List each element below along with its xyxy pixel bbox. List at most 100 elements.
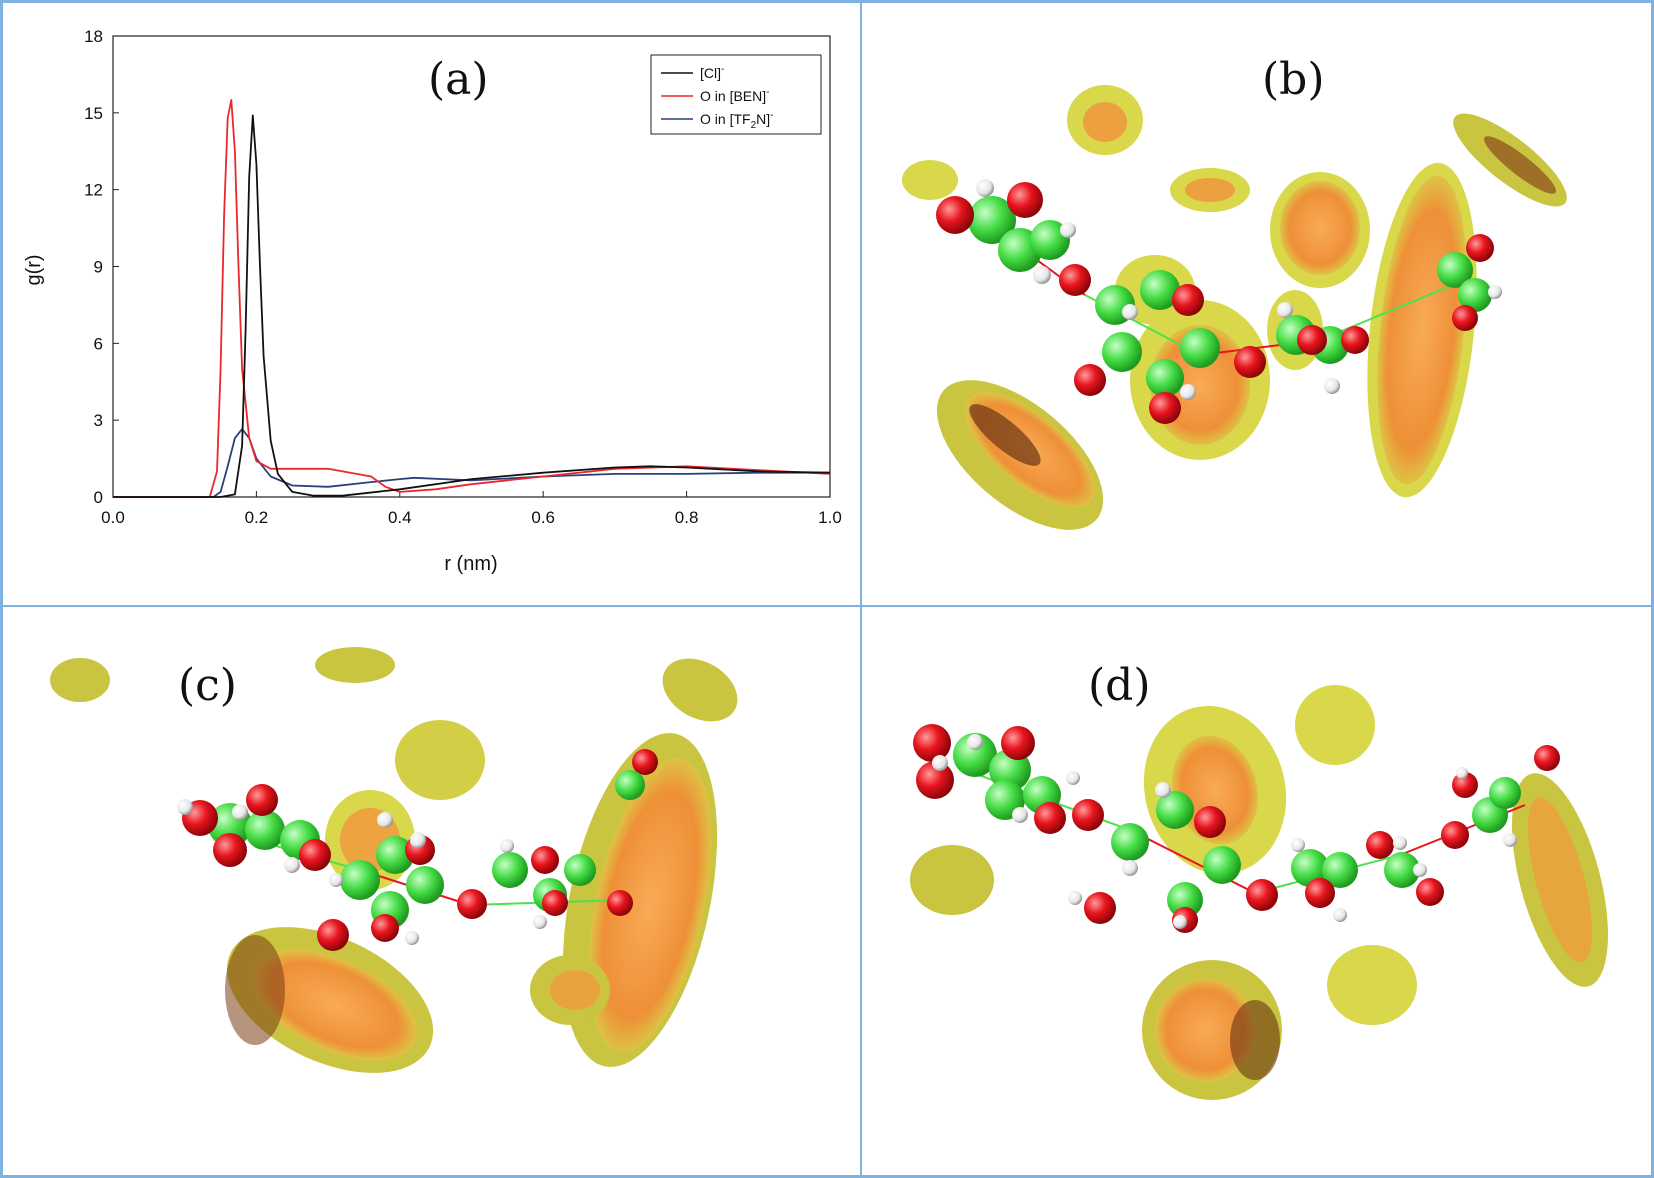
atom-oxygen	[1452, 305, 1478, 331]
atom-oxygen	[1074, 364, 1106, 396]
legend-text-ben: O in [BEN]-	[700, 87, 769, 104]
x-tick-label: 0.6	[531, 508, 555, 527]
atom-carbon	[1180, 328, 1220, 368]
isosurface-lobe	[902, 160, 958, 200]
atom-carbon	[1111, 823, 1149, 861]
x-tick-label: 0.4	[388, 508, 412, 527]
atom-oxygen	[317, 919, 349, 951]
atom-carbon	[1458, 278, 1492, 312]
atom-hydrogen	[500, 839, 514, 853]
isosurface-lobe	[969, 404, 1041, 466]
atom-hydrogen	[410, 832, 426, 848]
panel-c: (c)	[50, 647, 738, 1073]
atom-oxygen	[1366, 831, 1394, 859]
x-tick-label: 0.8	[675, 508, 699, 527]
y-axis: 0 3 6 9 12 15 18	[84, 27, 119, 507]
atom-oxygen	[632, 749, 658, 775]
legend-box	[650, 54, 822, 135]
atom-carbon	[953, 733, 997, 777]
isosurface-lobe	[225, 935, 285, 1045]
atom-hydrogen	[1488, 285, 1502, 299]
atom-oxygen	[1466, 234, 1494, 262]
x-tick-label: 1.0	[818, 508, 842, 527]
atom-oxygen	[1297, 325, 1327, 355]
atom-hydrogen	[976, 179, 994, 197]
atom-oxygen	[542, 890, 568, 916]
atom-hydrogen	[1012, 807, 1028, 823]
atom-carbon	[1437, 252, 1473, 288]
atom-oxygen	[531, 846, 559, 874]
isosurface-lobe	[910, 845, 994, 915]
atom-hydrogen	[1291, 838, 1305, 852]
series-layer	[113, 99, 831, 498]
panel-d: (d)	[910, 660, 1608, 1100]
atom-hydrogen	[1413, 863, 1427, 877]
atom-hydrogen	[1122, 304, 1138, 320]
x-tick-label: 0.2	[245, 508, 269, 527]
atom-oxygen	[371, 914, 399, 942]
atom-carbon	[406, 866, 444, 904]
atom-oxygen	[1172, 284, 1204, 316]
atom-oxygen	[1072, 799, 1104, 831]
atom-hydrogen	[329, 873, 343, 887]
isosurface-lobe	[1377, 175, 1467, 485]
atom-hydrogen	[1333, 908, 1347, 922]
panel-label-d: (d)	[1088, 660, 1151, 711]
isosurface-lobe	[1327, 945, 1417, 1025]
atom-carbon	[1156, 791, 1194, 829]
atom-oxygen	[1416, 878, 1444, 906]
atom-oxygen	[1234, 346, 1266, 378]
y-tick-label: 9	[94, 258, 103, 277]
x-axis-label: r (nm)	[444, 553, 497, 575]
molecule-b	[936, 179, 1502, 424]
atom-oxygen	[1305, 878, 1335, 908]
series-line-ben	[113, 99, 831, 498]
atom-carbon	[340, 860, 380, 900]
isosurface-lobe	[1155, 978, 1255, 1082]
isosurface-lobe	[50, 658, 110, 702]
atom-hydrogen	[1456, 767, 1468, 779]
molecule-d	[913, 724, 1560, 933]
atom-hydrogen	[1503, 833, 1517, 847]
atom-carbon	[1167, 882, 1203, 918]
legend: [Cl]- O in [BEN]- O in [TF2N]-	[650, 54, 822, 135]
atom-hydrogen	[405, 931, 419, 945]
y-tick-label: 15	[84, 104, 103, 123]
atom-oxygen	[299, 839, 331, 871]
atom-oxygen	[246, 784, 278, 816]
atom-hydrogen	[1068, 891, 1082, 905]
atom-oxygen	[1084, 892, 1116, 924]
isosurface-lobe	[550, 970, 600, 1010]
panel-label-c: (c)	[178, 660, 237, 711]
atom-carbon	[1384, 852, 1420, 888]
atom-carbon	[1322, 852, 1358, 888]
y-tick-label: 18	[84, 27, 103, 46]
atom-oxygen	[1341, 326, 1369, 354]
atom-carbon	[1140, 270, 1180, 310]
panel-b: (b)	[902, 54, 1567, 530]
isosurface-lobe	[315, 647, 395, 683]
y-axis-label: g(r)	[23, 254, 45, 285]
isosurface-lobe	[1083, 102, 1127, 142]
atom-hydrogen	[1155, 782, 1171, 798]
series-line-cl	[113, 114, 831, 498]
atom-hydrogen	[377, 812, 393, 828]
atom-oxygen	[1452, 772, 1478, 798]
legend-text-cl: [Cl]-	[700, 64, 724, 81]
atom-carbon	[1291, 849, 1329, 887]
atom-carbon	[615, 770, 645, 800]
atom-oxygen	[1246, 879, 1278, 911]
atom-hydrogen	[967, 734, 983, 750]
atom-oxygen	[1441, 821, 1469, 849]
atom-hydrogen	[232, 804, 248, 820]
atom-oxygen	[913, 724, 951, 762]
atom-hydrogen	[1060, 222, 1076, 238]
atom-hydrogen	[1066, 771, 1080, 785]
isosurface-lobe	[1280, 181, 1360, 275]
atom-carbon	[1146, 359, 1184, 397]
atom-hydrogen	[1173, 915, 1187, 929]
atom-hydrogen	[284, 857, 300, 873]
atom-carbon	[564, 854, 596, 886]
atom-oxygen	[936, 196, 974, 234]
